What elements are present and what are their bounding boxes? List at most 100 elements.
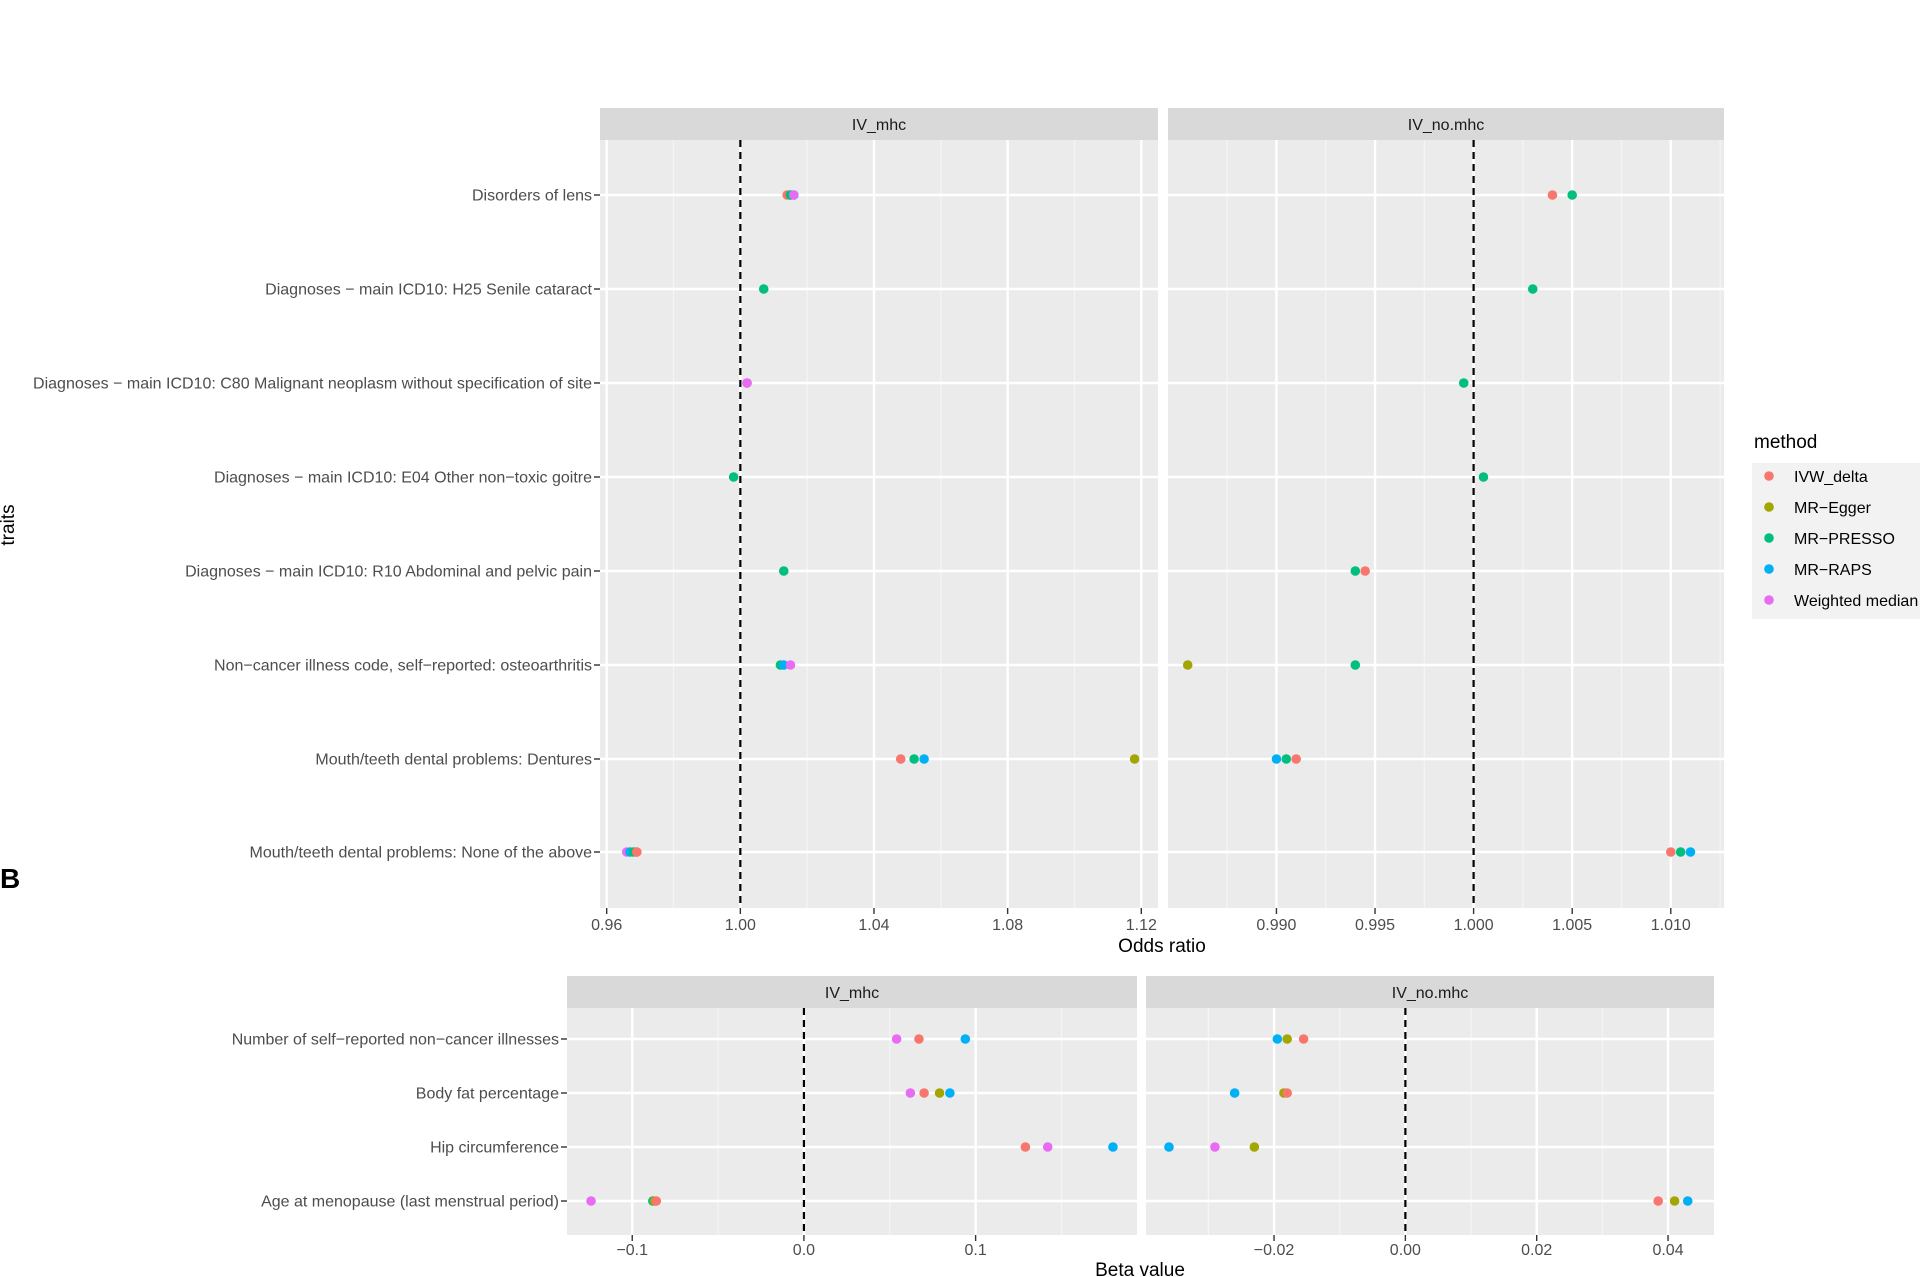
x-tick-label: 1.00 xyxy=(725,917,756,934)
data-point xyxy=(1360,566,1370,576)
data-point xyxy=(1229,1088,1240,1098)
data-point xyxy=(960,1034,971,1044)
x-tick-label: 1.005 xyxy=(1552,917,1592,934)
x-tick-label: 0.995 xyxy=(1355,917,1395,934)
data-point xyxy=(914,1034,924,1044)
data-point xyxy=(1685,847,1696,857)
data-point xyxy=(1282,1088,1292,1098)
x-tick-label: 0.00 xyxy=(1390,1242,1421,1259)
data-point xyxy=(891,1034,902,1044)
data-point xyxy=(1669,1196,1680,1206)
y-tick-label: Mouth/teeth dental problems: Dentures xyxy=(315,752,592,769)
data-point xyxy=(758,284,769,294)
x-tick-label: 0.04 xyxy=(1652,1242,1683,1259)
facet-strip xyxy=(567,976,1137,1008)
data-point xyxy=(1567,190,1577,200)
x-axis-title: Beta value xyxy=(1095,1260,1185,1277)
facet-iv-mhc: IV_mhc 0.96 1.00 1.04 1.08 1.12 xyxy=(591,108,1158,934)
x-axis-title: Odds ratio xyxy=(1118,936,1206,957)
facet-iv-no-mhc: IV_no.mhc 0.990 0.995 1.000 1.005 1.010 xyxy=(1168,108,1724,934)
data-point xyxy=(785,660,796,670)
data-point xyxy=(1164,1142,1174,1152)
x-tick-label: 1.12 xyxy=(1126,917,1157,934)
legend-key xyxy=(1764,595,1774,605)
facet-strip-label: IV_no.mhc xyxy=(1392,985,1468,1002)
data-point xyxy=(919,1088,929,1098)
x-tick-label: 0.02 xyxy=(1521,1242,1552,1259)
legend-key xyxy=(1764,471,1774,481)
data-point xyxy=(895,754,906,764)
x-tick-label: 1.010 xyxy=(1651,917,1691,934)
data-point xyxy=(778,566,789,576)
data-point xyxy=(1478,472,1489,482)
y-tick-label: Mouth/teeth dental problems: None of the… xyxy=(250,845,593,862)
x-tick-label: −0.02 xyxy=(1254,1242,1295,1259)
data-point xyxy=(1682,1196,1693,1206)
data-point xyxy=(945,1088,955,1098)
data-point xyxy=(1281,754,1292,764)
x-tick-label: 1.000 xyxy=(1454,917,1494,934)
data-point xyxy=(778,660,789,670)
y-axis-title: traits xyxy=(0,504,19,545)
legend-key xyxy=(1764,533,1774,543)
chart-beta-value: IV_mhc −0.1 0.0 0.1 IV_no.mhc −0.02 0.00 0.02 0.… xyxy=(232,976,1714,1277)
legend-key-background xyxy=(1752,463,1920,619)
data-point xyxy=(1129,754,1140,764)
legend-label: MR−Egger xyxy=(1794,500,1872,517)
legend-label: Weighted median xyxy=(1794,593,1918,610)
facet-strip-label: IV_mhc xyxy=(825,985,879,1002)
y-tick-label: Diagnoses − main ICD10: C80 Malignant ne… xyxy=(33,376,592,393)
legend-items: IVW_delta MR−Egger MR−PRESSO MR−RAPS Weighte… xyxy=(1752,463,1920,619)
data-point xyxy=(1182,660,1193,670)
data-point xyxy=(1291,754,1301,764)
x-tick-label: 0.990 xyxy=(1256,917,1296,934)
data-point xyxy=(651,1196,662,1206)
x-tick-label: 1.08 xyxy=(992,917,1023,934)
data-point xyxy=(1665,847,1676,857)
x-tick-label: 0.96 xyxy=(591,917,622,934)
y-tick-label: Diagnoses − main ICD10: E04 Other non−to… xyxy=(214,470,592,487)
panel-label-b: B xyxy=(0,863,20,894)
legend-key xyxy=(1764,564,1774,574)
panel-background xyxy=(1146,1008,1714,1235)
data-point xyxy=(934,1088,945,1098)
panel-background xyxy=(1168,140,1724,908)
y-tick-label: Non−cancer illness code, self−reported: … xyxy=(214,658,592,675)
y-tick-label: Diagnoses − main ICD10: R10 Abdominal an… xyxy=(185,564,592,581)
y-tick-label: Diagnoses − main ICD10: H25 Senile catar… xyxy=(265,282,592,299)
y-tick-label: Body fat percentage xyxy=(416,1086,559,1103)
data-point xyxy=(1298,1034,1309,1044)
facet-strip-label: IV_no.mhc xyxy=(1408,117,1484,134)
facet-iv-no-mhc: IV_no.mhc −0.02 0.00 0.02 0.04 xyxy=(1146,976,1714,1259)
panel-background xyxy=(567,1008,1137,1235)
x-tick-label: −0.1 xyxy=(616,1242,648,1259)
data-point xyxy=(1108,1142,1118,1152)
data-point xyxy=(728,472,739,482)
data-point xyxy=(1272,1034,1283,1044)
data-point xyxy=(586,1196,596,1206)
y-tick-label: Hip circumference xyxy=(430,1140,559,1157)
y-tick-label: Number of self−reported non−cancer illne… xyxy=(232,1032,559,1049)
data-point xyxy=(905,1088,916,1098)
data-point xyxy=(1527,284,1538,294)
panel-background xyxy=(600,140,1158,908)
legend-label: IVW_delta xyxy=(1794,469,1868,486)
data-point xyxy=(1020,1142,1031,1152)
panels-layer: IV_mhc 0.96 1.00 1.04 1.08 1.12 IV_no.mhc 0.990… xyxy=(0,108,1724,1277)
legend: method IVW_delta MR−Egger MR−PRESSO MR−RAPS… xyxy=(1752,432,1920,619)
facet-strip xyxy=(1146,976,1714,1008)
legend-label: MR−RAPS xyxy=(1794,562,1872,579)
data-point xyxy=(742,378,752,388)
data-point xyxy=(1042,1142,1053,1152)
data-point xyxy=(1249,1142,1260,1152)
chart-odds-ratio: IV_mhc 0.96 1.00 1.04 1.08 1.12 IV_no.mhc 0.990… xyxy=(0,108,1724,957)
data-point xyxy=(1282,1034,1292,1044)
data-point xyxy=(1653,1196,1663,1206)
facet-strip xyxy=(600,108,1158,140)
data-point xyxy=(631,847,642,857)
legend-title: method xyxy=(1754,432,1817,453)
facet-iv-mhc: IV_mhc −0.1 0.0 0.1 xyxy=(567,976,1137,1259)
legend-label: MR−PRESSO xyxy=(1794,531,1895,548)
data-point xyxy=(1210,1142,1220,1152)
